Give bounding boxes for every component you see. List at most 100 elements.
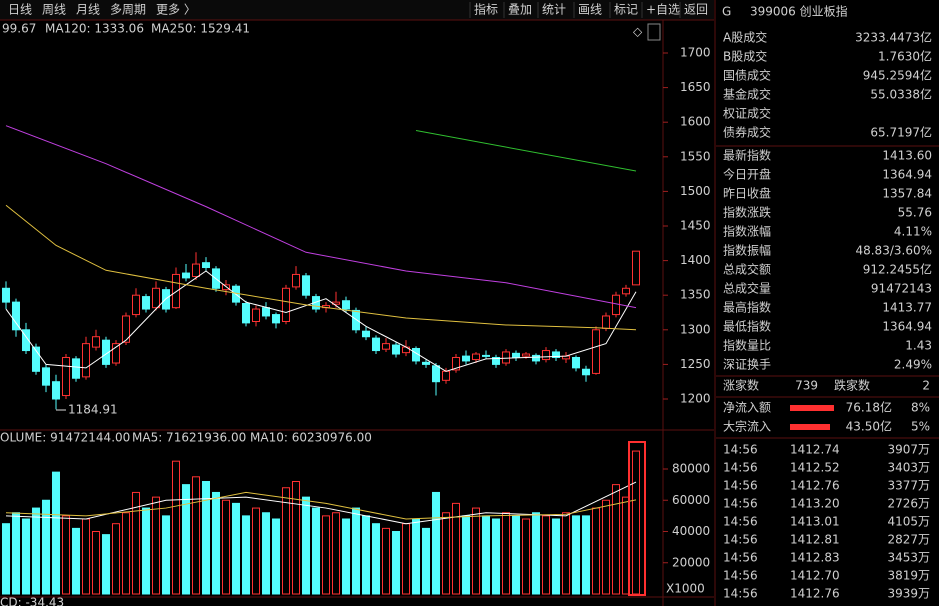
volume-bar (72, 527, 80, 595)
panel-value: 3233.4473亿 (855, 30, 932, 45)
candle-body (32, 346, 40, 372)
volume-bar (492, 518, 500, 595)
toolbar-tab[interactable]: 周线 (42, 3, 66, 17)
price-tick-label: 1550 (680, 149, 711, 163)
volume-bar (422, 527, 430, 595)
trade-price: 1412.52 (790, 461, 840, 475)
volume-legend: MA10: 60230976.00 (250, 431, 372, 445)
trade-time: 14:56 (723, 551, 758, 565)
volume-tick-label: 40000 (672, 524, 710, 538)
toolbar-tab[interactable]: 更多 〉 (156, 3, 196, 17)
trade-time: 14:56 (723, 569, 758, 583)
volume-bar (472, 507, 480, 595)
candle-body (82, 343, 90, 378)
trade-volume: 3907万 (887, 443, 930, 457)
candle-body (622, 287, 630, 295)
panel-label: 权证成交 (723, 106, 771, 121)
panel-label: 今日开盘 (723, 167, 771, 182)
candle-body (262, 307, 270, 317)
flow-amount: 76.18亿 (846, 400, 892, 415)
volume-bar (312, 507, 320, 595)
trade-time: 14:56 (723, 497, 758, 511)
volume-bar (222, 499, 230, 595)
toolbar-button[interactable]: 返回 (684, 3, 708, 17)
panel-title: 399006 创业板指 (750, 4, 848, 19)
candle-body (122, 315, 130, 343)
candle-body (242, 303, 250, 324)
price-tick-label: 1250 (680, 357, 711, 371)
panel-label: 基金成交 (723, 87, 771, 102)
volume-bar (352, 507, 360, 595)
volume-bar (562, 512, 570, 595)
panel-value: 1413.60 (882, 149, 932, 163)
candle-body (12, 301, 20, 331)
candle-body (222, 284, 230, 291)
candle-body (442, 370, 450, 381)
volume-bar (522, 518, 530, 595)
volume-bar (112, 523, 120, 595)
trade-volume: 3819万 (887, 569, 930, 583)
candle-body (502, 351, 510, 364)
trade-volume: 3939万 (887, 587, 930, 601)
ma-line (5, 204, 637, 331)
candle-body (362, 330, 370, 338)
volume-bar (342, 518, 350, 595)
volume-bar (382, 527, 390, 595)
candle-body (612, 294, 620, 316)
toolbar-button[interactable]: 画线 (578, 3, 602, 17)
price-tick-label: 1400 (680, 253, 711, 267)
up-count: 739 (795, 379, 818, 393)
volume-bar (462, 515, 470, 595)
volume-bar (152, 496, 160, 595)
candle-body (252, 308, 260, 322)
volume-bar (132, 491, 140, 595)
toolbar-button[interactable]: 指标 (474, 2, 498, 17)
panel-value: 1357.84 (882, 187, 932, 201)
up-label: 涨家数 (723, 378, 759, 393)
highlight-box (628, 441, 646, 596)
toolbar-tab[interactable]: 月线 (76, 3, 100, 17)
price-tick-label: 1500 (680, 184, 711, 198)
scroll-button[interactable] (647, 23, 661, 41)
panel-label: 国债成交 (723, 68, 771, 83)
toolbar-button[interactable]: 统计 (542, 3, 566, 17)
volume-unit: X1000 (666, 582, 705, 596)
candle-body (142, 296, 150, 310)
volume-legend: MA5: 71621936.00 (132, 431, 246, 445)
toolbar-button[interactable]: +自选 (646, 3, 680, 17)
panel-value: 1.7630亿 (878, 49, 932, 64)
toolbar-button[interactable]: 叠加 (508, 3, 532, 17)
candle-body (192, 263, 200, 278)
candle-body (172, 273, 180, 309)
candle-body (602, 315, 610, 329)
ma-legend: MA120: 1333.06 (45, 22, 144, 36)
trade-price: 1412.83 (790, 551, 840, 565)
price-tick-label: 1600 (680, 115, 711, 129)
volume-bar (42, 499, 50, 595)
volume-bar (482, 515, 490, 595)
candle-body (152, 287, 160, 309)
candle-body (402, 346, 410, 354)
volume-bar (452, 502, 460, 595)
ma-line (415, 130, 637, 172)
panel-label: 最新指数 (723, 148, 771, 163)
candle-body (72, 358, 80, 379)
trade-volume: 2827万 (887, 533, 930, 547)
candle-body (292, 273, 300, 288)
panel-value: 4.11% (894, 225, 932, 239)
candle-body (342, 300, 350, 310)
toolbar-tab[interactable]: 日线 (8, 3, 32, 17)
volume-bar (102, 534, 110, 595)
candle-body (352, 309, 360, 331)
toolbar-button[interactable]: 标记 (614, 3, 638, 17)
toolbar-tab[interactable]: 多周期 (110, 3, 146, 17)
trade-time: 14:56 (723, 515, 758, 529)
volume-bar (92, 531, 100, 595)
volume-bar (402, 523, 410, 595)
volume-tick-label: 80000 (672, 462, 710, 476)
panel-label: 指数振幅 (723, 243, 771, 258)
candle-body (302, 275, 310, 296)
panel-label: 总成交量 (723, 281, 771, 296)
panel-label: 指数量比 (723, 338, 771, 353)
ma-legend: MA250: 1529.41 (151, 22, 250, 36)
